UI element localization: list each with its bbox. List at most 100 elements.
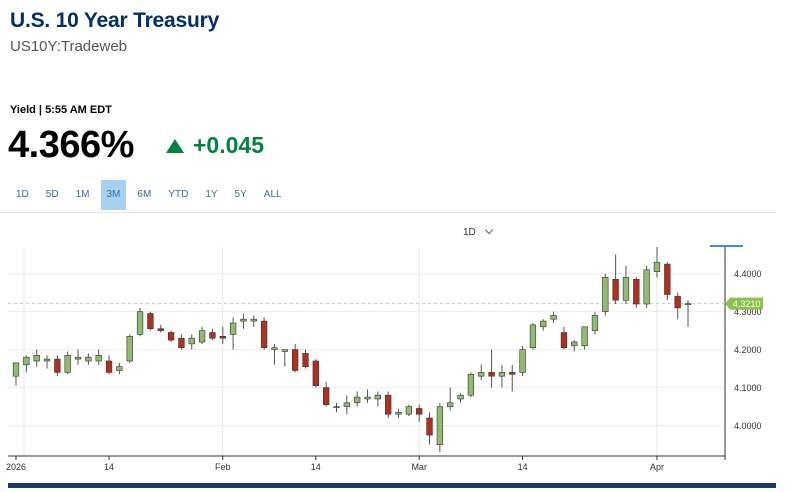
candle bbox=[447, 402, 454, 407]
candle bbox=[302, 353, 309, 368]
chart-toolbar-indicator bbox=[710, 245, 743, 247]
candle bbox=[436, 406, 444, 445]
change-value: +0.045 bbox=[193, 132, 264, 158]
candle bbox=[385, 394, 392, 415]
candle bbox=[550, 315, 557, 320]
candle bbox=[498, 372, 506, 377]
candle bbox=[354, 396, 361, 404]
candle bbox=[374, 394, 381, 400]
candle bbox=[260, 320, 268, 348]
candle bbox=[612, 278, 619, 301]
candle bbox=[219, 336, 226, 339]
candle bbox=[529, 324, 537, 349]
candle bbox=[33, 355, 40, 362]
range-button-6m[interactable]: 6M bbox=[137, 189, 152, 200]
y-tick-label: 4.0000 bbox=[734, 421, 762, 431]
candle bbox=[178, 337, 185, 348]
candle bbox=[416, 408, 423, 415]
candle bbox=[291, 349, 299, 371]
candle bbox=[54, 358, 61, 373]
candle bbox=[188, 337, 195, 345]
candle bbox=[271, 347, 278, 350]
candle bbox=[509, 372, 516, 375]
candle bbox=[95, 355, 102, 362]
candle bbox=[23, 356, 30, 366]
x-tick-label: Feb bbox=[215, 462, 231, 472]
candle bbox=[457, 394, 464, 400]
x-tick-label: Apr bbox=[650, 462, 664, 472]
x-tick-label: Mar bbox=[411, 462, 427, 472]
candle bbox=[581, 326, 588, 347]
yield-timestamp-label: Yield | 5:55 AM EDT bbox=[10, 104, 112, 116]
candle bbox=[229, 322, 237, 335]
candle bbox=[343, 402, 350, 407]
candle bbox=[64, 355, 71, 373]
candle bbox=[643, 269, 650, 305]
interval-dropdown[interactable]: 1D bbox=[463, 225, 494, 238]
x-tick-label: 14 bbox=[518, 462, 528, 472]
symbol-subtitle: US10Y:Tradeweb bbox=[10, 38, 128, 55]
change-indicator: +0.045 bbox=[166, 132, 264, 159]
candle bbox=[85, 356, 92, 362]
yield-value: 4.366% bbox=[8, 124, 134, 166]
candle bbox=[136, 311, 144, 335]
candle bbox=[281, 349, 288, 352]
x-tick-label: 14 bbox=[104, 462, 114, 472]
range-button-3m[interactable]: 3M bbox=[100, 180, 127, 210]
x-tick-label: 2026 bbox=[6, 462, 26, 472]
candle bbox=[622, 277, 630, 301]
candle bbox=[157, 328, 164, 331]
y-tick-label: 4.1000 bbox=[734, 383, 762, 393]
candle bbox=[116, 366, 123, 371]
candle bbox=[560, 332, 568, 348]
candle bbox=[364, 396, 371, 400]
range-selector: 1D 5D 1M 3M 6M YTD 1Y 5Y ALL bbox=[10, 180, 293, 210]
candle bbox=[684, 303, 692, 305]
candle bbox=[602, 277, 609, 312]
candle bbox=[312, 360, 319, 387]
candle bbox=[147, 313, 154, 329]
candle bbox=[591, 315, 599, 331]
candle bbox=[478, 372, 485, 377]
candle bbox=[323, 387, 330, 406]
divider bbox=[0, 212, 776, 213]
interval-value: 1D bbox=[463, 227, 476, 238]
candle bbox=[674, 296, 681, 309]
candle bbox=[209, 332, 216, 339]
candle bbox=[426, 417, 433, 436]
candle bbox=[12, 362, 20, 377]
x-tick-label: 14 bbox=[311, 462, 321, 472]
y-tick-label: 4.3000 bbox=[734, 307, 762, 317]
footer-bar bbox=[8, 483, 776, 488]
range-button-5y[interactable]: 5Y bbox=[234, 189, 247, 200]
candle bbox=[105, 360, 113, 373]
y-tick-label: 4.4000 bbox=[734, 269, 762, 279]
range-button-1d[interactable]: 1D bbox=[16, 189, 29, 200]
price-chart[interactable]: 4.0000 4.1000 4.2000 4.3000 4.4000 2026 14 Feb 1… bbox=[0, 245, 776, 480]
candle bbox=[126, 336, 133, 362]
candle bbox=[571, 341, 578, 347]
candle bbox=[250, 318, 257, 322]
candle bbox=[653, 261, 661, 273]
candle bbox=[333, 406, 340, 408]
range-button-1y[interactable]: 1Y bbox=[205, 189, 218, 200]
candle bbox=[405, 406, 413, 415]
candle bbox=[167, 332, 175, 341]
candle bbox=[74, 356, 82, 360]
candle bbox=[519, 349, 526, 373]
candle bbox=[395, 412, 402, 415]
candle bbox=[488, 372, 495, 377]
candle bbox=[240, 318, 247, 322]
candle bbox=[467, 374, 475, 396]
candle bbox=[43, 358, 51, 362]
range-button-5d[interactable]: 5D bbox=[45, 189, 59, 200]
chevron-down-icon bbox=[484, 225, 494, 235]
current-value-label-bg bbox=[725, 297, 763, 310]
candle bbox=[540, 320, 547, 328]
range-button-ytd[interactable]: YTD bbox=[168, 189, 189, 200]
y-tick-label: 4.2000 bbox=[734, 345, 762, 355]
page-title: U.S. 10 Year Treasury bbox=[10, 9, 220, 32]
candle bbox=[198, 330, 206, 343]
range-button-1m[interactable]: 1M bbox=[75, 189, 90, 200]
range-button-all[interactable]: ALL bbox=[263, 189, 282, 200]
